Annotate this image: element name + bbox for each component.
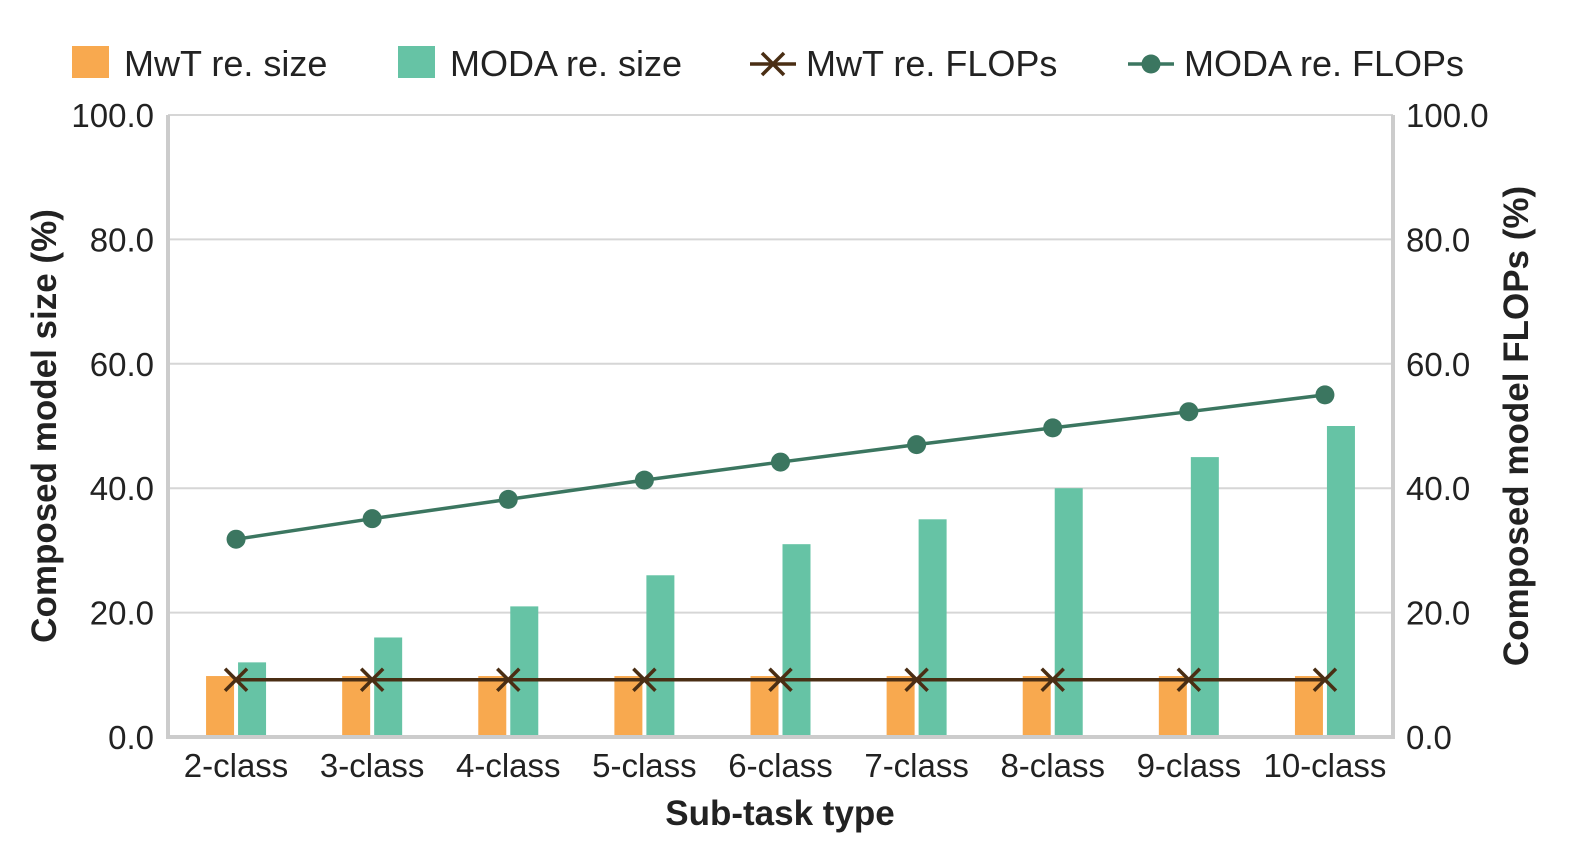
y-tick-label-right: 80.0 xyxy=(1406,221,1470,258)
legend-item-mwt-re-flops: MwT re. FLOPs xyxy=(750,43,1057,84)
x-axis-title: Sub-task type xyxy=(665,794,895,833)
point-moda-re-flops xyxy=(226,529,246,549)
x-tick-label: 2-class xyxy=(184,747,289,784)
point-moda-re-flops xyxy=(362,509,382,529)
bars xyxy=(206,426,1355,737)
legend-item-moda-re-size: MODA re. size xyxy=(398,43,682,84)
point-mwt-re-flops xyxy=(1312,667,1338,693)
point-moda-re-flops xyxy=(1315,385,1335,405)
bar-moda-re-size xyxy=(1326,426,1355,737)
legend: MwT re. size MODA re. size MwT re. FLOPs MO… xyxy=(72,43,1464,84)
bar-moda-re-size xyxy=(1054,488,1083,737)
point-mwt-re-flops xyxy=(223,667,249,693)
y-tick-label-left: 40.0 xyxy=(90,470,154,507)
x-tick-label: 10-class xyxy=(1263,747,1386,784)
y-tick-label-left: 60.0 xyxy=(90,346,154,383)
bar-moda-re-size xyxy=(918,519,947,737)
y-tick-label-left: 20.0 xyxy=(90,595,154,632)
y-axis-title-left: Composed model size (%) xyxy=(25,209,64,643)
bar-moda-re-size xyxy=(782,544,811,737)
lines xyxy=(223,385,1338,693)
point-mwt-re-flops xyxy=(768,667,793,693)
point-mwt-re-flops xyxy=(904,667,929,693)
legend-swatch xyxy=(72,46,109,78)
legend-label: MODA re. size xyxy=(450,43,682,84)
legend-label: MwT re. size xyxy=(124,43,327,84)
legend-marker xyxy=(1141,54,1161,74)
y-tick-label-left: 100.0 xyxy=(71,97,154,134)
x-tick-label: 5-class xyxy=(592,747,697,784)
point-moda-re-flops xyxy=(1179,402,1199,422)
legend-marker xyxy=(760,51,786,77)
x-tick-label: 6-class xyxy=(728,747,833,784)
x-tick-label: 8-class xyxy=(1000,747,1105,784)
point-mwt-re-flops xyxy=(632,667,657,693)
y-tick-label-right: 100.0 xyxy=(1406,97,1489,134)
tick-labels: 0.0 0.0 20.0 20.0 40.0 40.0 60.0 60.0 80.0 80.0 10… xyxy=(71,97,1488,784)
bar-moda-re-size xyxy=(646,575,675,737)
point-moda-re-flops xyxy=(1043,418,1063,438)
x-tick-label: 4-class xyxy=(456,747,561,784)
y-tick-label-left: 0.0 xyxy=(108,719,154,756)
y-tick-label-left: 80.0 xyxy=(90,221,154,258)
legend-item-moda-re-flops: MODA re. FLOPs xyxy=(1128,43,1464,84)
legend-label: MODA re. FLOPs xyxy=(1184,43,1464,84)
point-mwt-re-flops xyxy=(1176,667,1202,693)
point-mwt-re-flops xyxy=(496,667,521,693)
y-tick-label-right: 60.0 xyxy=(1406,346,1470,383)
x-tick-label: 7-class xyxy=(864,747,969,784)
grid-lines xyxy=(168,114,1393,614)
y-tick-label-right: 0.0 xyxy=(1406,719,1452,756)
legend-item-mwt-re-size: MwT re. size xyxy=(72,43,327,84)
point-mwt-re-flops xyxy=(359,667,385,693)
point-moda-re-flops xyxy=(771,452,790,472)
x-tick-label: 3-class xyxy=(320,747,425,784)
y-tick-label-right: 20.0 xyxy=(1406,595,1470,632)
y-axis-title-right: Composed model FLOPs (%) xyxy=(1497,186,1536,666)
axes xyxy=(166,115,1395,739)
point-moda-re-flops xyxy=(907,435,927,455)
legend-label: MwT re. FLOPs xyxy=(806,43,1057,84)
x-tick-label: 9-class xyxy=(1137,747,1242,784)
point-moda-re-flops xyxy=(634,470,654,490)
legend-swatch xyxy=(398,46,435,78)
y-tick-label-right: 40.0 xyxy=(1406,470,1470,507)
point-mwt-re-flops xyxy=(1040,667,1065,693)
bar-moda-re-size xyxy=(1190,457,1219,737)
point-moda-re-flops xyxy=(498,489,518,509)
